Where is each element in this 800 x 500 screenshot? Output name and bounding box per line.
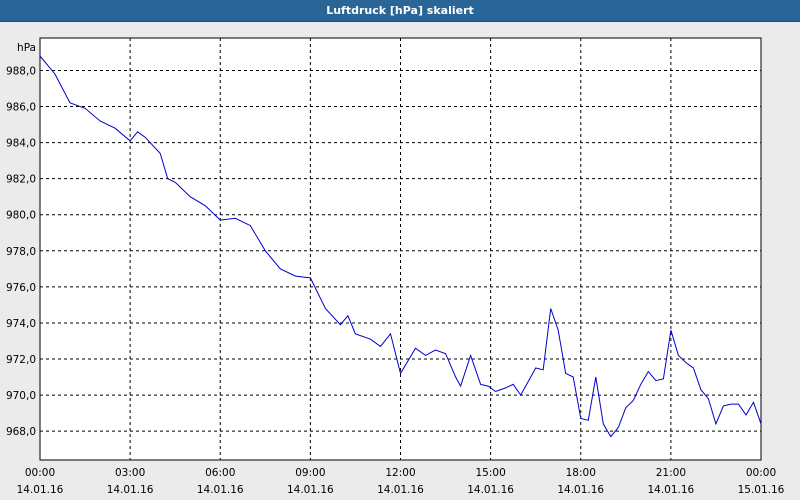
x-tick-time-label: 03:00 [115,467,145,479]
x-tick-date-label: 14.01.16 [107,484,154,496]
y-tick-label: 980,0 [6,210,36,222]
y-tick-label: 968,0 [6,426,36,438]
y-tick-label: 988,0 [6,65,36,77]
x-tick-time-label: 12:00 [385,467,415,479]
x-tick-date-label: 15.01.16 [738,484,785,496]
y-tick-label: 976,0 [6,282,36,294]
x-tick-date-label: 14.01.16 [647,484,694,496]
chart-title: Luftdruck [hPa] skaliert [326,4,474,17]
x-tick-time-label: 09:00 [295,467,325,479]
y-axis-label: hPa [17,42,36,54]
y-tick-label: 986,0 [6,102,36,114]
y-tick-label: 982,0 [6,174,36,186]
x-tick-date-label: 14.01.16 [287,484,334,496]
x-tick-time-label: 00:00 [746,467,776,479]
y-tick-label: 972,0 [6,354,36,366]
x-tick-time-label: 21:00 [656,467,686,479]
y-tick-label: 978,0 [6,246,36,258]
x-tick-time-label: 15:00 [475,467,505,479]
x-tick-date-label: 14.01.16 [467,484,514,496]
chart-canvas: 968,0 970,0 972,0 974,0 976,0 978,0 980,0 982,0… [6,37,785,496]
y-tick-label: 974,0 [6,318,36,330]
y-tick-label: 984,0 [6,138,36,150]
x-tick-time-label: 00:00 [25,467,55,479]
x-tick-time-label: 06:00 [205,467,235,479]
x-tick-date-label: 14.01.16 [17,484,64,496]
x-tick-date-label: 14.01.16 [377,484,424,496]
x-tick-time-label: 18:00 [566,467,596,479]
series-line [39,55,762,438]
y-tick-label: 970,0 [6,390,36,402]
chart-title-bar: Luftdruck [hPa] skaliert [0,0,800,22]
x-tick-date-label: 14.01.16 [197,484,244,496]
plot-frame [39,37,762,461]
x-tick-date-label: 14.01.16 [557,484,604,496]
